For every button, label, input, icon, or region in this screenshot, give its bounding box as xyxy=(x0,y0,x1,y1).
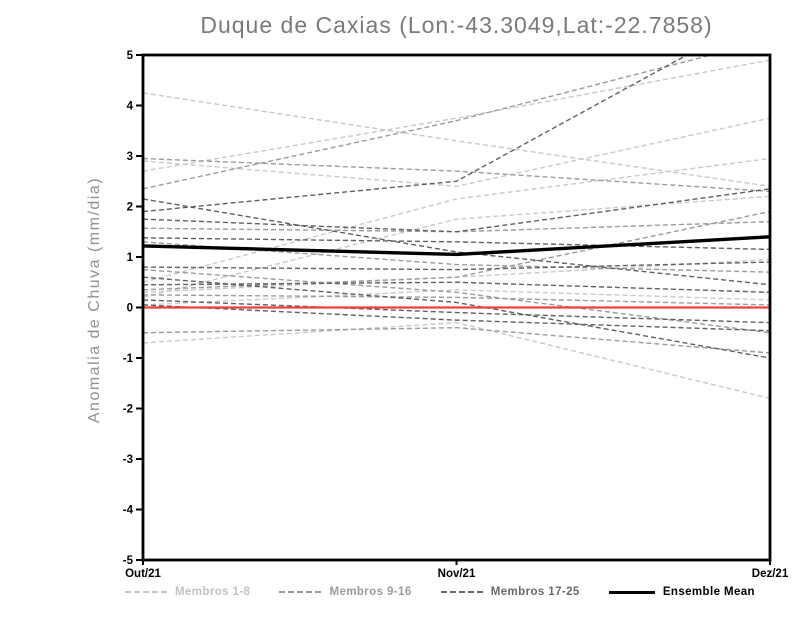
member-line xyxy=(143,289,770,306)
member-line xyxy=(143,198,770,286)
member-line xyxy=(143,326,770,354)
member-line xyxy=(143,55,715,190)
member-line xyxy=(143,55,689,213)
plot-area xyxy=(143,55,770,400)
member-line xyxy=(143,92,770,187)
chart-title: Duque de Caxias (Lon:-43.3049,Lat:-22.78… xyxy=(200,12,713,38)
member-line xyxy=(143,299,770,324)
member-line xyxy=(143,157,770,193)
member-line xyxy=(143,188,770,233)
x-tick-label: Nov/21 xyxy=(438,568,476,580)
member-line xyxy=(143,276,770,359)
member-line xyxy=(143,59,770,172)
x-tick-label: Dez/21 xyxy=(752,568,789,580)
member-line xyxy=(143,157,770,283)
legend-item-membros-17-25: Membros 17-25 xyxy=(440,586,580,598)
member-line xyxy=(143,304,770,332)
member-line xyxy=(143,210,770,291)
legend-label: Membros 1-8 xyxy=(175,586,251,598)
legend-item-membros-1-8: Membros 1-8 xyxy=(125,586,250,598)
legend-label: Membros 17-25 xyxy=(490,586,580,598)
member-line xyxy=(143,321,770,400)
ensemble-mean-line xyxy=(143,235,770,257)
x-tick-label: Out/21 xyxy=(125,568,161,580)
legend-line-sample xyxy=(279,591,322,593)
member-line xyxy=(143,294,770,306)
legend-item-ensemble-mean: Ensemble Mean xyxy=(608,586,755,598)
legend-line-sample xyxy=(440,591,483,593)
member-line xyxy=(143,117,770,188)
legend-line-sample xyxy=(608,590,655,594)
legend-line-sample xyxy=(125,591,167,593)
member-line xyxy=(143,220,770,233)
member-line xyxy=(143,281,770,294)
y-tick-label: -2 xyxy=(123,404,133,416)
member-line xyxy=(143,261,770,271)
y-tick-label: 3 xyxy=(127,151,133,163)
y-tick-label: 5 xyxy=(127,50,134,62)
legend-label: Membros 9-16 xyxy=(329,586,412,598)
legend-item-membros-9-16: Membros 9-16 xyxy=(279,586,411,598)
y-tick-label: -5 xyxy=(123,555,134,567)
member-line xyxy=(143,195,770,299)
y-tick-label: 4 xyxy=(127,101,134,113)
legend-label: Ensemble Mean xyxy=(662,586,755,598)
chart-legend: Membros 1-8 Membros 9-16 Membros 17-25 Ense… xyxy=(125,586,755,598)
member-line xyxy=(143,268,770,334)
y-tick-label: -3 xyxy=(123,454,133,466)
y-tick-label: 2 xyxy=(127,202,133,214)
y-tick-label: 0 xyxy=(127,303,133,315)
member-line xyxy=(143,237,770,251)
y-tick-label: 1 xyxy=(127,252,134,264)
y-tick-label: -4 xyxy=(123,505,134,517)
y-tick-label: -1 xyxy=(123,353,134,365)
